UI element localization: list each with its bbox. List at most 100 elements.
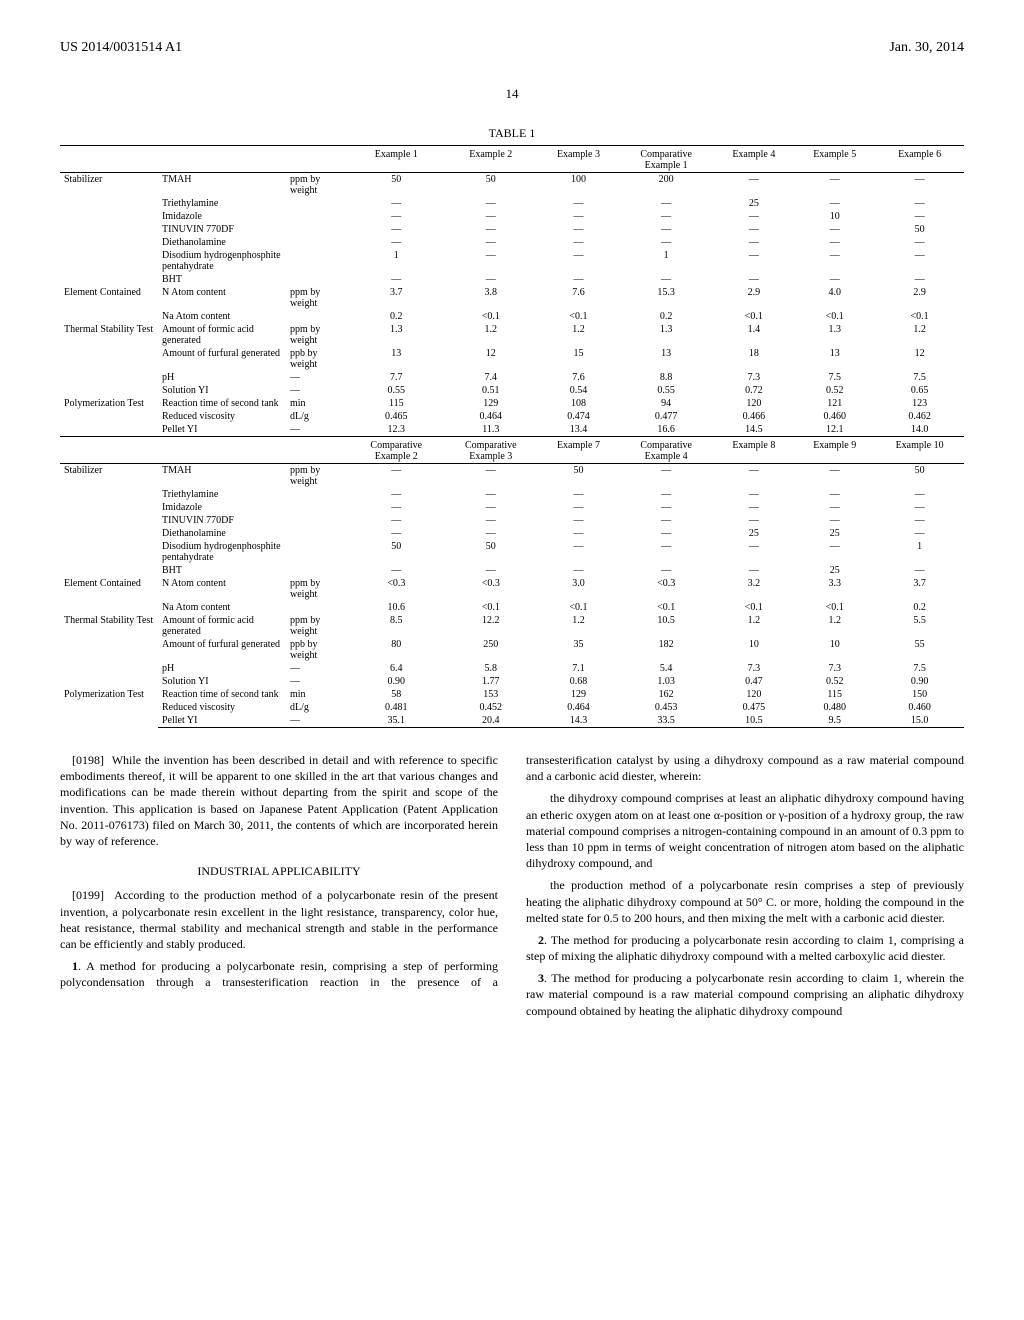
table-cell: 5.4 xyxy=(619,662,714,675)
row-param: Reaction time of second tank xyxy=(158,397,286,410)
table-cell: 20.4 xyxy=(444,714,539,728)
col-header: Example 5 xyxy=(794,148,875,172)
table-cell: 58 xyxy=(349,688,444,701)
table-cell: — xyxy=(349,223,444,236)
row-param: Triethylamine xyxy=(158,488,286,501)
table-cell: — xyxy=(875,249,964,273)
table-cell: 0.460 xyxy=(875,701,964,714)
table-cell: — xyxy=(444,501,539,514)
table-cell: 80 xyxy=(349,638,444,662)
table-cell: 15 xyxy=(538,347,619,371)
table-cell: — xyxy=(713,501,794,514)
row-unit: — xyxy=(286,384,349,397)
table-cell: 7.1 xyxy=(538,662,619,675)
table-cell: 4.0 xyxy=(794,286,875,310)
table-cell: <0.3 xyxy=(444,577,539,601)
section-heading: INDUSTRIAL APPLICABILITY xyxy=(60,863,498,879)
table-cell: 7.5 xyxy=(875,371,964,384)
table-cell: — xyxy=(444,514,539,527)
table-cell: 7.5 xyxy=(794,371,875,384)
col-header: Example 2 xyxy=(444,148,539,172)
row-param: Solution YI xyxy=(158,675,286,688)
table-cell: 25 xyxy=(713,197,794,210)
table-cell: — xyxy=(538,501,619,514)
row-unit: ppm by weight xyxy=(286,577,349,601)
table-cell: <0.1 xyxy=(875,310,964,323)
row-param: Diethanolamine xyxy=(158,527,286,540)
table-cell: <0.1 xyxy=(538,310,619,323)
table-cell: — xyxy=(619,488,714,501)
table-cell: 0.72 xyxy=(713,384,794,397)
table-cell: 1.2 xyxy=(538,323,619,347)
table-cell: <0.1 xyxy=(538,601,619,614)
table-cell: — xyxy=(713,236,794,249)
table-cell: — xyxy=(619,501,714,514)
row-unit: ppm by weight xyxy=(286,464,349,489)
table-cell: — xyxy=(619,210,714,223)
table-cell: 10 xyxy=(794,210,875,223)
row-unit xyxy=(286,223,349,236)
table-cell: — xyxy=(794,223,875,236)
table-cell: 0.54 xyxy=(538,384,619,397)
table-cell: 0.2 xyxy=(619,310,714,323)
table-cell: — xyxy=(538,249,619,273)
row-param: Amount of formic acid generated xyxy=(158,614,286,638)
table-cell: — xyxy=(713,540,794,564)
table-cell: — xyxy=(794,197,875,210)
table-cell: 8.5 xyxy=(349,614,444,638)
table-cell: — xyxy=(875,197,964,210)
table-cell: — xyxy=(619,514,714,527)
table-cell: — xyxy=(444,527,539,540)
table-cell: 94 xyxy=(619,397,714,410)
claim: 3. The method for producing a polycarbon… xyxy=(526,970,964,1019)
table-cell: — xyxy=(349,197,444,210)
row-unit: ppm by weight xyxy=(286,286,349,310)
table-cell: 50 xyxy=(875,223,964,236)
table-cell: — xyxy=(713,249,794,273)
row-unit: — xyxy=(286,714,349,728)
row-group: Polymerization Test xyxy=(60,688,158,728)
row-unit: dL/g xyxy=(286,410,349,423)
row-param: Triethylamine xyxy=(158,197,286,210)
table-cell: — xyxy=(619,527,714,540)
table-cell: 33.5 xyxy=(619,714,714,728)
table-cell: 13 xyxy=(349,347,444,371)
row-unit: ppm by weight xyxy=(286,173,349,198)
col-header: Example 7 xyxy=(538,439,619,463)
table-cell: 7.3 xyxy=(713,662,794,675)
table-cell: 10.5 xyxy=(713,714,794,728)
table-cell: — xyxy=(794,488,875,501)
row-param: N Atom content xyxy=(158,286,286,310)
table-cell: 0.460 xyxy=(794,410,875,423)
table-cell: 0.464 xyxy=(444,410,539,423)
table-cell: 0.480 xyxy=(794,701,875,714)
row-param: Solution YI xyxy=(158,384,286,397)
row-param: BHT xyxy=(158,564,286,577)
page-number: 14 xyxy=(60,86,964,102)
table-cell: 35.1 xyxy=(349,714,444,728)
table-cell: 13.4 xyxy=(538,423,619,437)
row-unit: ppb by weight xyxy=(286,638,349,662)
table-cell: 7.3 xyxy=(713,371,794,384)
table-cell: 50 xyxy=(444,173,539,198)
row-unit xyxy=(286,210,349,223)
table-cell: 1.3 xyxy=(619,323,714,347)
table-cell: — xyxy=(538,197,619,210)
col-header: Example 6 xyxy=(875,148,964,172)
table-cell: 1.4 xyxy=(713,323,794,347)
col-header: Example 3 xyxy=(538,148,619,172)
table-cell: — xyxy=(875,527,964,540)
table-cell: 7.3 xyxy=(794,662,875,675)
table-cell: 1 xyxy=(875,540,964,564)
table-cell: 0.65 xyxy=(875,384,964,397)
col-header: ComparativeExample 4 xyxy=(619,439,714,463)
table-cell: 3.8 xyxy=(444,286,539,310)
table-cell: — xyxy=(794,249,875,273)
table-cell: 2.9 xyxy=(713,286,794,310)
table-cell: 16.6 xyxy=(619,423,714,437)
table-cell: 12.1 xyxy=(794,423,875,437)
row-unit xyxy=(286,310,349,323)
row-unit: — xyxy=(286,423,349,437)
row-unit xyxy=(286,514,349,527)
table-cell: 7.5 xyxy=(875,662,964,675)
